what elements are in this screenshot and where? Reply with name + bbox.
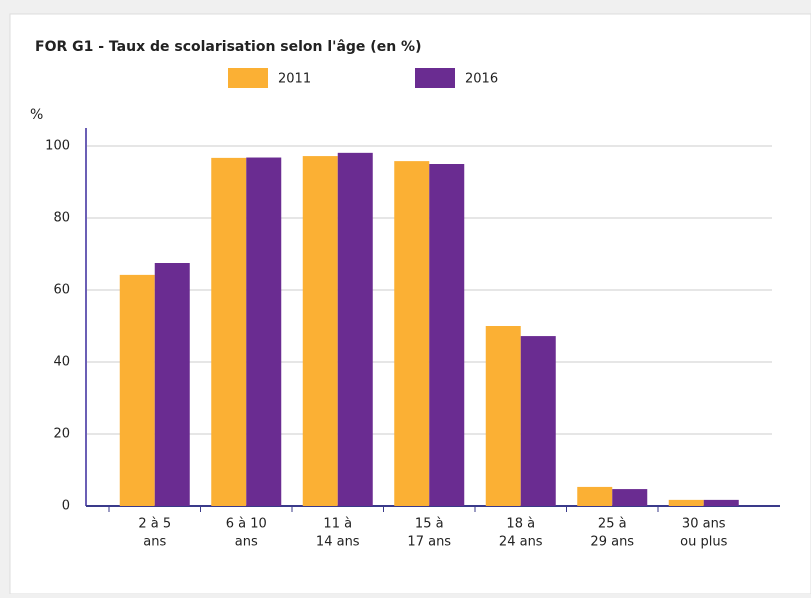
bar <box>485 326 521 506</box>
y-tick-label: 0 <box>62 499 70 514</box>
bar <box>337 152 373 506</box>
bar <box>429 164 465 506</box>
x-tick-label: 25 à <box>598 517 627 532</box>
x-tick-label: 18 à <box>506 517 535 532</box>
bar <box>668 499 704 506</box>
y-tick-label: 20 <box>53 427 70 442</box>
bar <box>394 161 430 506</box>
x-tick-label: ou plus <box>680 535 727 550</box>
x-tick-label: 29 ans <box>590 535 634 550</box>
bar <box>612 489 648 506</box>
legend-swatch <box>415 68 455 88</box>
chart-title: FOR G1 - Taux de scolarisation selon l'â… <box>35 39 421 55</box>
x-tick-label: 24 ans <box>499 535 543 550</box>
x-tick-label: 2 à 5 <box>138 517 171 532</box>
x-tick-label: ans <box>143 535 166 550</box>
y-tick-label: 60 <box>53 283 70 298</box>
x-tick-label: 15 à <box>415 517 444 532</box>
x-tick-label: 30 ans <box>682 517 726 532</box>
y-tick-label: 40 <box>53 355 70 370</box>
bar <box>520 336 556 506</box>
legend-label: 2016 <box>465 72 498 87</box>
x-tick-label: ans <box>235 535 258 550</box>
bar <box>703 499 739 506</box>
bar <box>577 486 613 506</box>
x-tick-label: 14 ans <box>316 535 360 550</box>
bar <box>119 274 155 506</box>
bar <box>302 156 338 506</box>
y-axis-label: % <box>30 107 43 123</box>
y-tick-label: 100 <box>45 139 70 154</box>
x-tick-label: 6 à 10 <box>226 517 267 532</box>
legend-swatch <box>228 68 268 88</box>
x-tick-label: 17 ans <box>407 535 451 550</box>
y-tick-label: 80 <box>53 211 70 226</box>
x-tick-label: 11 à <box>323 517 352 532</box>
bar <box>211 157 247 506</box>
legend-label: 2011 <box>278 72 311 87</box>
bar <box>246 157 282 506</box>
bar <box>154 263 190 506</box>
